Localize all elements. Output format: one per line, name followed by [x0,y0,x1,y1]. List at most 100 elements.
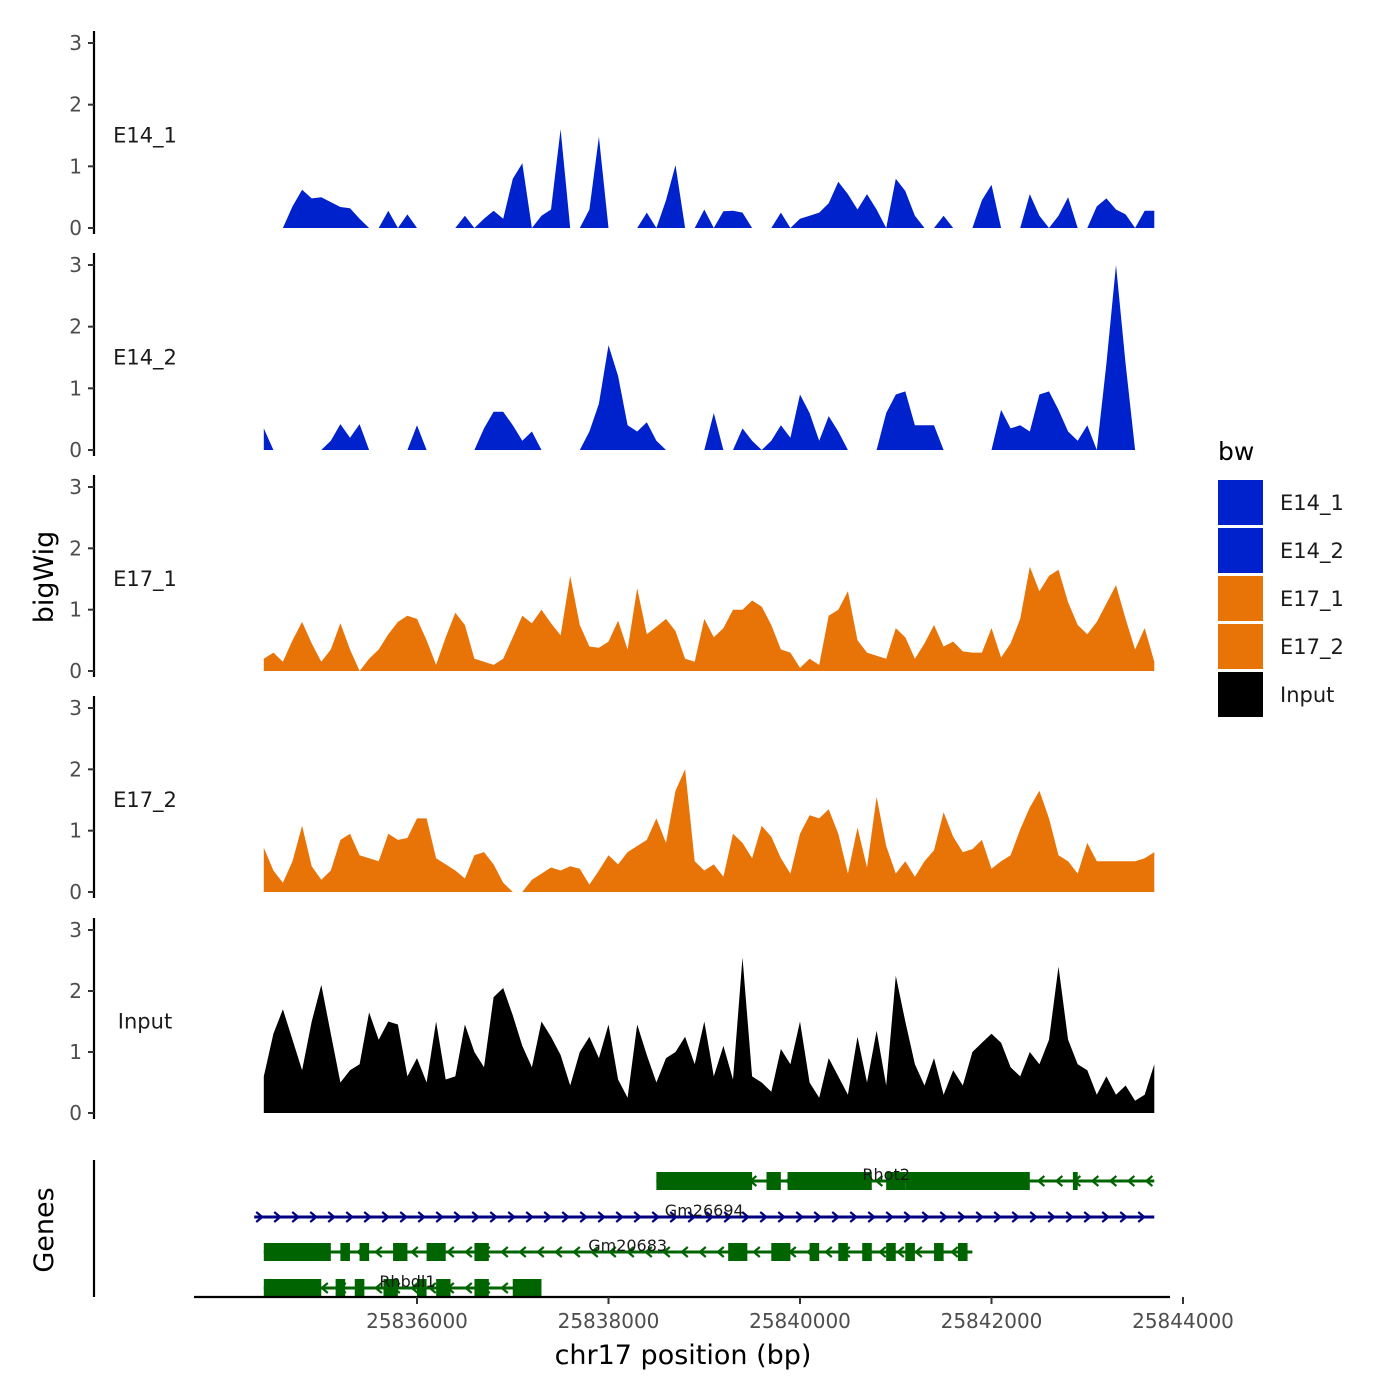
y-tick-label: 0 [69,438,82,462]
exon [905,1172,1030,1190]
exon [354,1279,365,1297]
track-label: E17_1 [113,567,177,592]
strand-arrow [320,1282,329,1294]
y-tick-label: 0 [69,216,82,240]
track-e17_1: 0 1 2 3 E17_1 [69,475,1155,683]
y-tick-label: 1 [69,154,82,178]
exon [263,1243,331,1261]
track-e17_2: 0 1 2 3 E17_2 [69,696,1155,904]
coverage-area-e14_2 [263,265,1155,450]
strand-arrow [651,1211,660,1223]
legend-item-e14_2: E14_2 [1218,528,1344,573]
exon [383,1279,398,1297]
exon [340,1243,350,1261]
strand-arrow [752,1246,761,1258]
exon [474,1243,489,1261]
strand-arrow [716,1246,725,1258]
strand-arrow [273,1211,282,1223]
strand-arrow [1047,1211,1056,1223]
y-tick-label: 1 [69,376,82,400]
exon [862,1243,872,1261]
gene-label: Gm20683 [588,1236,667,1255]
legend-label: E17_2 [1280,635,1344,660]
y-tick-label: 3 [69,696,82,720]
strand-arrow [1126,1175,1136,1187]
y-tick-label: 2 [69,93,82,117]
strand-arrow [597,1211,606,1223]
strand-arrow [1119,1211,1128,1223]
legend-label: E14_2 [1280,539,1344,564]
x-tick-label: 25842000 [941,1309,1043,1333]
exon [512,1279,542,1297]
gene-track: Rhot2 Gm26694 Gm20683 Rhbdl1 [92,1160,1155,1297]
strand-arrow [874,1175,884,1187]
legend-item-e17_2: E17_2 [1218,624,1344,669]
strand-arrow [309,1211,318,1223]
strand-arrow [885,1211,894,1223]
legend-swatch [1218,672,1263,717]
strand-arrow [705,1211,714,1223]
strand-arrow [1144,1175,1154,1187]
gene-label: Gm26694 [665,1201,744,1220]
strand-arrow [464,1246,473,1258]
track-label: E17_2 [113,788,177,813]
strand-arrow [777,1211,786,1223]
y-tick-label: 2 [69,979,82,1003]
strand-arrow [831,1211,840,1223]
strand-arrow [939,1211,948,1223]
track-label: E14_2 [113,346,177,371]
x-tick-label: 25836000 [366,1309,468,1333]
strand-arrow [489,1211,498,1223]
exon [359,1243,370,1261]
legend-item-e14_1: E14_1 [1218,480,1344,525]
strand-arrow [950,1246,959,1258]
exon [787,1172,872,1190]
coverage-tracks: 0 1 2 3 E14_1 0 1 2 3 E14_2 0 1 2 3 E17_1 0 1 2 3 E17_2 0 1 2 3… [69,31,1155,1125]
coverage-area-e17_1 [263,566,1155,671]
legend-label: Input [1280,683,1334,707]
strand-arrow [345,1211,354,1223]
exon [771,1243,791,1261]
exon [934,1243,944,1261]
y-tick-label: 0 [69,659,82,683]
strand-arrow [723,1211,732,1223]
strand-arrow [795,1211,804,1223]
legend-item-input: Input [1218,672,1334,717]
strand-arrow [291,1211,300,1223]
strand-arrow [1101,1211,1110,1223]
x-axis-title: chr17 position (bp) [555,1340,812,1371]
strand-arrow [669,1211,678,1223]
strand-arrow [921,1211,930,1223]
gene-label: Rhot2 [862,1165,910,1184]
strand-arrow [410,1282,419,1294]
exon [728,1243,748,1261]
strand-arrow [1036,1175,1046,1187]
exon [436,1279,451,1297]
y-tick-label: 2 [69,315,82,339]
strand-arrow [644,1246,653,1258]
strand-arrow [446,1246,455,1258]
legend-items: E14_1 E14_2 E17_1 E17_2 Input [1218,480,1344,717]
strand-arrow [453,1211,462,1223]
track-label: E14_1 [113,124,177,149]
strand-arrow [381,1211,390,1223]
exon [886,1243,896,1261]
strand-arrow [507,1211,516,1223]
y-tick-label: 2 [69,757,82,781]
y-tick-label: 0 [69,1101,82,1125]
x-axis: 25836000 25838000 25840000 25842000 25844000 [194,1295,1234,1333]
exon [809,1243,820,1261]
exon [656,1172,753,1190]
y-tick-label: 3 [69,918,82,942]
strand-arrow [1083,1211,1092,1223]
gene-label: Rhbdl1 [379,1272,435,1291]
strand-arrow [662,1246,671,1258]
strand-arrow [536,1246,545,1258]
y-tick-label: 0 [69,880,82,904]
strand-arrow [975,1211,984,1223]
strand-arrow [759,1211,768,1223]
strand-arrow [327,1211,336,1223]
gene-gm26694: Gm26694 [254,1201,1155,1223]
strand-arrow [903,1211,912,1223]
